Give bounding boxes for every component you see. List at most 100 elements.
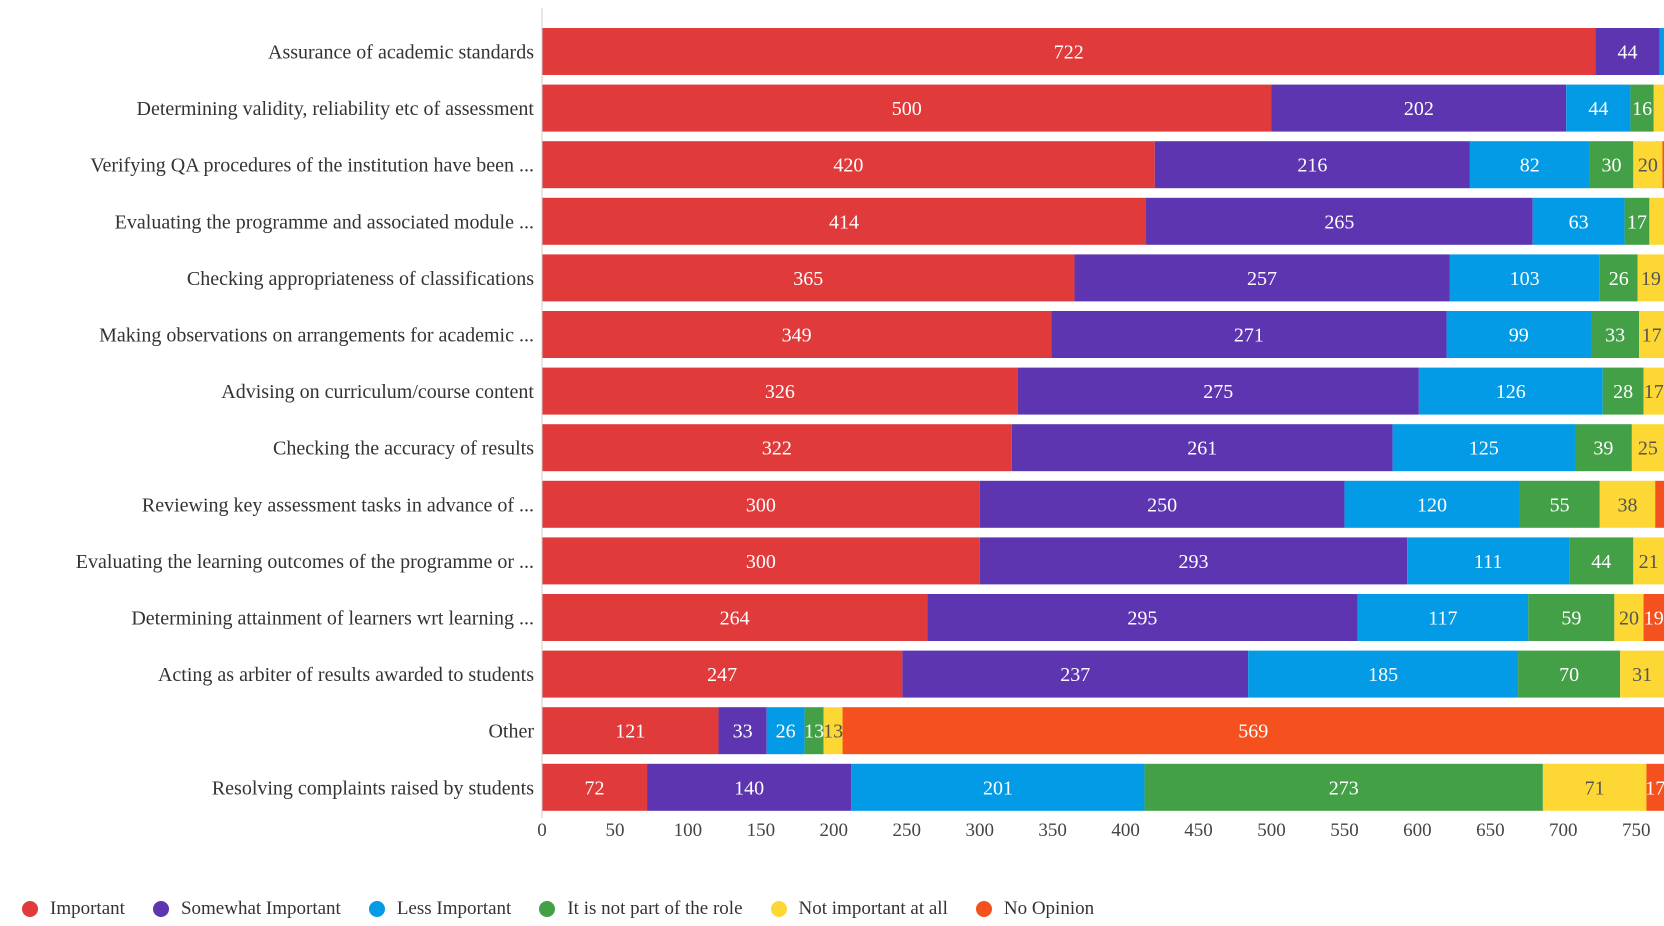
legend-label: Important (50, 898, 125, 919)
bar-segment (1614, 594, 1644, 641)
x-tick-label: 500 (1257, 820, 1286, 841)
bar-segment (1659, 28, 1664, 75)
bar-segment (647, 763, 852, 811)
data-label: 414 (829, 211, 859, 233)
legend-item[interactable]: No Opinion (975, 898, 1094, 920)
bar-segment (1589, 141, 1634, 189)
category-label: Evaluating the learning outcomes of the … (76, 551, 534, 573)
legend-label: Somewhat Important (180, 898, 341, 919)
bar-segment (1620, 650, 1664, 698)
data-label: 202 (1404, 98, 1434, 120)
bar-segment (542, 480, 980, 528)
data-label: 20 (1638, 155, 1658, 177)
data-label: 271 (1234, 325, 1264, 347)
data-label: 19 (1641, 268, 1661, 290)
data-label: 500 (892, 98, 922, 120)
legend-item[interactable]: It is not part of the role (539, 898, 743, 920)
data-label: 121 (615, 721, 645, 743)
data-label: 322 (762, 438, 792, 460)
bar-segment (1248, 650, 1519, 698)
data-label: 265 (1324, 211, 1354, 233)
bar-segment (542, 763, 648, 811)
legend-label: Not important at all (798, 898, 948, 919)
bar-segment (1407, 537, 1570, 585)
x-tick-label: 0 (537, 820, 547, 841)
legend-marker-icon (152, 901, 169, 917)
data-label: 44 (1591, 551, 1611, 573)
data-label: 185 (1368, 664, 1398, 686)
bar-segment (1528, 594, 1615, 641)
bar-segment (1146, 197, 1533, 245)
category-label: Determining attainment of learners wrt l… (131, 608, 534, 630)
bar-segment (1637, 254, 1664, 302)
x-tick-label: 750 (1622, 820, 1651, 841)
bar-segment (1653, 84, 1664, 132)
x-tick-label: 400 (1111, 820, 1140, 841)
legend: Important Somewhat Important Less Importan… (22, 898, 1094, 920)
data-label: 33 (733, 721, 753, 743)
data-label: 250 (1147, 494, 1177, 516)
data-label: 26 (776, 721, 796, 743)
data-label: 365 (793, 268, 823, 290)
bar-segment (1532, 197, 1625, 245)
bar-segment (1599, 254, 1638, 302)
legend-item[interactable]: Important (22, 898, 125, 920)
bar-segment (979, 537, 1408, 585)
data-label: 273 (1329, 777, 1359, 799)
data-label: 17 (1644, 381, 1664, 403)
data-label: 120 (1417, 494, 1447, 516)
bar-segment (1011, 424, 1393, 472)
legend-label: Less Important (396, 898, 512, 919)
bar-segment (542, 707, 719, 755)
x-tick-label: 200 (820, 820, 849, 841)
bar-segment (1518, 650, 1621, 698)
bar-segment (1271, 84, 1567, 132)
data-label: 26 (1609, 268, 1629, 290)
legend-item[interactable]: Not important at all (770, 898, 948, 920)
category-labels: Assurance of academic standards Determini… (76, 42, 535, 800)
bar-segment (542, 197, 1147, 245)
data-label: 420 (833, 155, 863, 177)
x-tick-label: 300 (965, 820, 994, 841)
category-label: Acting as arbiter of results awarded to … (158, 664, 534, 686)
data-label: 44 (1617, 42, 1637, 64)
bar-segment (542, 254, 1075, 302)
category-label: Checking appropriateness of classificati… (187, 268, 534, 290)
bar-segment (1655, 480, 1664, 528)
bar-segment (542, 28, 1596, 75)
bar-segment (1144, 763, 1543, 811)
data-label: 13 (823, 721, 843, 743)
legend-item[interactable]: Somewhat Important (152, 898, 341, 920)
bar-segment (542, 424, 1012, 472)
bar-segment (1017, 367, 1419, 415)
data-label: 71 (1585, 777, 1605, 799)
data-label: 261 (1187, 438, 1217, 460)
x-tick-label: 650 (1476, 820, 1505, 841)
data-label: 237 (1060, 664, 1090, 686)
bar-segment (766, 707, 805, 755)
bar-segment (979, 480, 1345, 528)
legend-item[interactable]: Less Important (368, 898, 512, 920)
data-label: 300 (746, 494, 776, 516)
x-tick-label: 350 (1038, 820, 1067, 841)
data-label: 33 (1605, 325, 1625, 347)
data-label: 140 (734, 777, 764, 799)
category-label: Resolving complaints raised by students (212, 777, 534, 799)
data-label: 44 (1588, 98, 1608, 120)
x-tick-label: 250 (893, 820, 922, 841)
bar-segment (1633, 537, 1664, 585)
bar-segment (542, 650, 903, 698)
data-label: 126 (1496, 381, 1526, 403)
data-label: 30 (1601, 155, 1621, 177)
data-label: 59 (1561, 608, 1581, 630)
legend-marker-icon (539, 901, 556, 917)
category-label: Making observations on arrangements for … (99, 325, 534, 347)
bar-segment (1357, 594, 1529, 641)
bar-segment (1639, 311, 1664, 358)
bar-segment (1643, 367, 1664, 415)
bar-segment (1649, 197, 1664, 245)
data-label: 39 (1593, 438, 1613, 460)
x-axis: 0 50 100 150 200 250 300 350 400 450 500 550 600 650 7… (537, 8, 1651, 841)
bar-segment (542, 311, 1052, 358)
